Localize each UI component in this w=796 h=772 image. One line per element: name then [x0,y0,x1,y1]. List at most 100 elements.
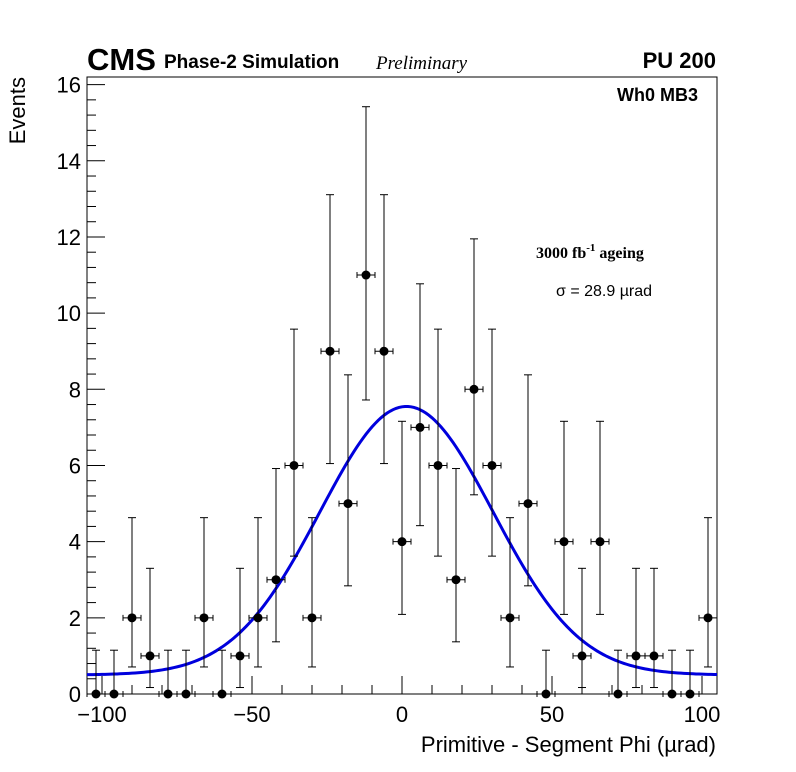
data-point-group [302,517,322,668]
data-point [271,575,281,585]
data-point-group [536,649,556,699]
sigma-annotation: σ = 28.9 µrad [556,283,652,300]
y-axis: 0 2 4 6 8 10 12 14 16 [57,73,105,707]
data-point-group [266,468,286,643]
data-point-group [644,567,664,689]
data-point [199,613,209,623]
data-point [451,575,461,585]
data-point [163,689,173,699]
y-tick-label: 16 [57,73,81,98]
data-point [469,384,479,394]
y-tick-label: 14 [57,149,81,174]
data-point-group [140,567,160,689]
data-point-group [356,106,376,401]
data-point [595,537,605,547]
data-point-group [500,517,520,668]
data-point [685,689,695,699]
data-point [613,689,623,699]
data-point [487,460,497,470]
data-point [235,651,245,661]
data-point [325,346,335,356]
ageing-exponent: -1 [586,242,595,254]
x-tick-label: −100 [77,702,127,727]
data-point-group [86,649,106,699]
data-point-group [248,517,268,668]
data-point [667,689,677,699]
data-point [559,537,569,547]
data-point [379,346,389,356]
x-axis: −100 −50 0 50 100 [77,676,720,727]
data-point [541,689,551,699]
data-point [145,651,155,661]
data-point [127,613,137,623]
pileup-label: PU 200 [643,48,716,73]
y-axis-title: Events [5,77,30,144]
y-tick-label: 12 [57,225,81,250]
station-label: Wh0 MB3 [617,85,698,105]
status-label: Preliminary [375,53,468,74]
ageing-annotation: 3000 fb-1 ageing [536,242,644,262]
data-point-group [590,420,610,615]
x-axis-title: Primitive - Segment Phi (µrad) [421,732,716,757]
data-point [631,651,641,661]
data-point-group [122,517,142,668]
data-point [253,613,263,623]
y-tick-label: 4 [69,530,81,555]
data-point-group [608,649,628,699]
data-point-group [680,649,700,699]
x-tick-label: 50 [540,702,564,727]
data-point-group [392,420,412,615]
fit-layer [86,404,718,677]
ageing-main: 3000 fb [536,245,586,262]
data-point [649,651,659,661]
data-point [343,499,353,509]
data-point-group [284,328,304,557]
data-point-group [410,283,430,527]
ageing-suffix: ageing [595,245,643,262]
data-point-group [194,517,214,668]
data-point-group [212,649,232,699]
data-point-group [572,567,592,689]
data-point [307,613,317,623]
data-point-group [320,194,340,465]
y-tick-label: 2 [69,606,81,631]
data-point [703,613,713,623]
subtitle-label: Phase-2 Simulation [164,52,339,73]
y-tick-label: 0 [69,682,81,707]
data-point-group [446,468,466,643]
x-tick-label: 100 [684,702,721,727]
data-point [361,270,371,280]
data-point [91,689,101,699]
data-point [217,689,227,699]
data-point [109,689,119,699]
fit-curve [86,404,718,677]
data-point-group [374,194,394,465]
data-point-group [662,649,682,699]
data-point [505,613,515,623]
y-tick-label: 8 [69,377,81,402]
data-point-group [104,649,124,699]
data-points-layer [86,106,718,699]
experiment-label: CMS [87,42,156,77]
data-point-group [338,374,358,587]
data-point [577,651,587,661]
data-point-group [176,649,196,699]
data-point-group [626,567,646,689]
y-tick-label: 10 [57,301,81,326]
data-point-group [428,328,448,557]
data-point-group [554,420,574,615]
y-tick-label: 6 [69,453,81,478]
data-point [181,689,191,699]
data-point-group [230,567,250,689]
data-point-group [482,328,502,557]
data-point-group [464,238,484,496]
x-tick-label: 0 [396,702,408,727]
data-point [397,537,407,547]
data-point [289,460,299,470]
x-tick-label: −50 [233,702,270,727]
data-point [415,422,425,432]
data-point-group [158,649,178,699]
data-point [433,460,443,470]
